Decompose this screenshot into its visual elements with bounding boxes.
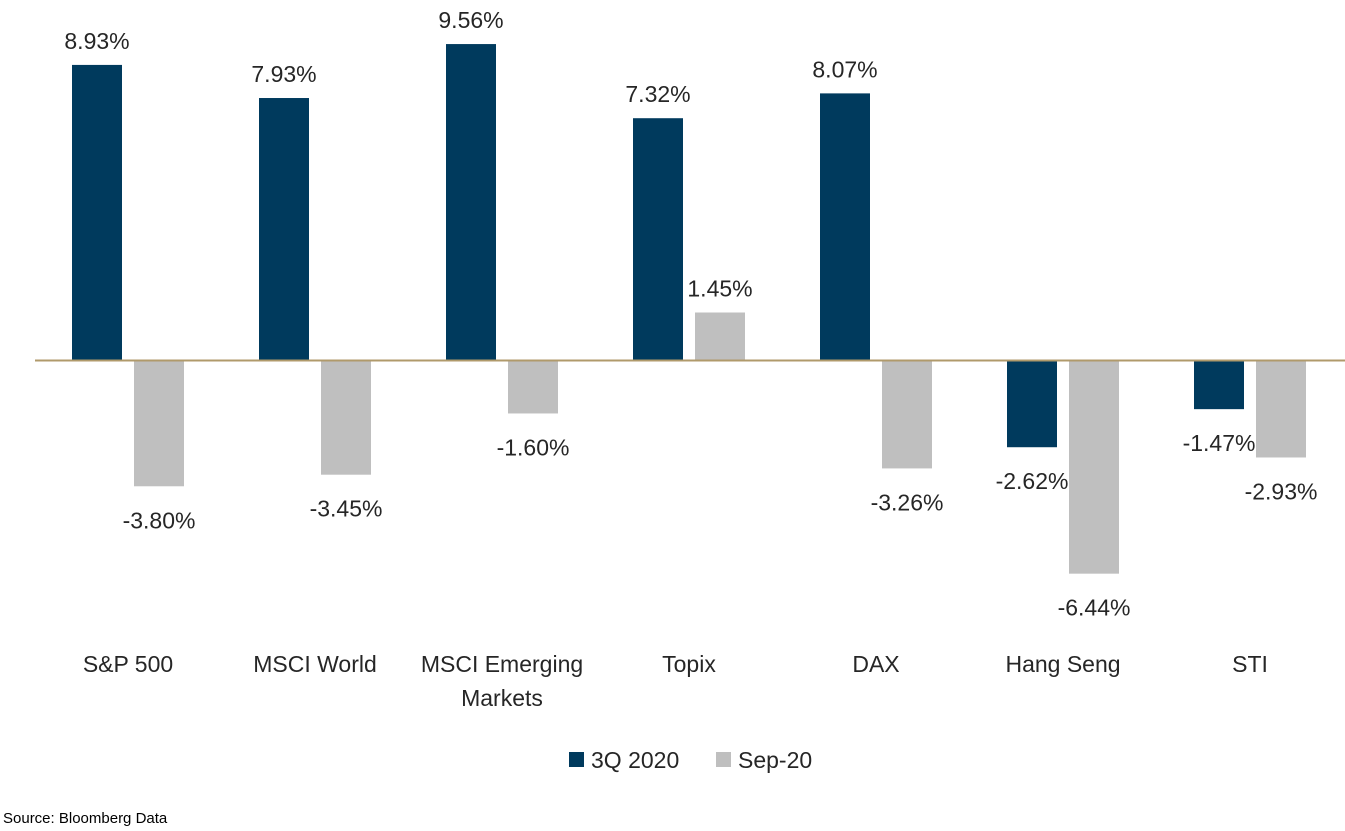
- bar-series1-2: [446, 44, 496, 361]
- legend: 3Q 2020 Sep-20: [569, 747, 812, 773]
- data-label: -2.62%: [996, 468, 1069, 494]
- data-label: 9.56%: [438, 7, 503, 33]
- data-label: -2.93%: [1245, 478, 1318, 504]
- category-label: Hang Seng: [1005, 651, 1120, 677]
- bar-series1-6: [1194, 360, 1244, 410]
- data-label: -1.60%: [497, 434, 570, 460]
- bar-series1-4: [820, 93, 870, 361]
- legend-swatch: [716, 752, 731, 767]
- bar-series2-1: [321, 360, 371, 475]
- data-label: -3.80%: [123, 507, 196, 533]
- data-label: 7.93%: [251, 61, 316, 87]
- category-label: STI: [1232, 651, 1268, 677]
- data-label: 8.07%: [812, 56, 877, 82]
- data-labels-group: 8.93% -3.80% 7.93% -3.45% 9.56% -1.60% 7.32% 1.…: [64, 7, 1317, 621]
- source-note: Source: Bloomberg Data: [3, 810, 168, 827]
- legend-swatch: [569, 752, 584, 767]
- bar-series2-6: [1256, 360, 1306, 458]
- bar-series1-5: [1007, 360, 1057, 448]
- bar-series1-3: [633, 118, 683, 361]
- legend-label: Sep-20: [738, 747, 812, 773]
- bar-series1-0: [72, 64, 122, 361]
- data-label: -1.47%: [1183, 430, 1256, 456]
- bar-series2-4: [882, 360, 932, 469]
- category-labels-group: S&P 500 MSCI World MSCI Emerging Markets Top…: [83, 651, 1268, 711]
- category-label: Topix: [662, 651, 716, 677]
- data-label: -3.45%: [310, 496, 383, 522]
- data-label: 8.93%: [64, 28, 129, 54]
- category-label: MSCI World: [253, 651, 377, 677]
- data-label: 1.45%: [687, 276, 752, 302]
- data-label: 7.32%: [625, 81, 690, 107]
- legend-label: 3Q 2020: [591, 747, 679, 773]
- category-label: Markets: [461, 685, 543, 711]
- bars-group: [72, 44, 1306, 574]
- bar-series2-0: [134, 360, 184, 487]
- category-label: MSCI Emerging: [421, 651, 583, 677]
- data-label: -3.26%: [871, 489, 944, 515]
- bar-series2-3: [695, 312, 745, 361]
- bar-series2-5: [1069, 360, 1119, 574]
- bar-series1-1: [259, 98, 309, 361]
- bar-series2-2: [508, 360, 558, 414]
- data-label: -6.44%: [1058, 595, 1131, 621]
- category-label: S&P 500: [83, 651, 173, 677]
- category-label: DAX: [852, 651, 899, 677]
